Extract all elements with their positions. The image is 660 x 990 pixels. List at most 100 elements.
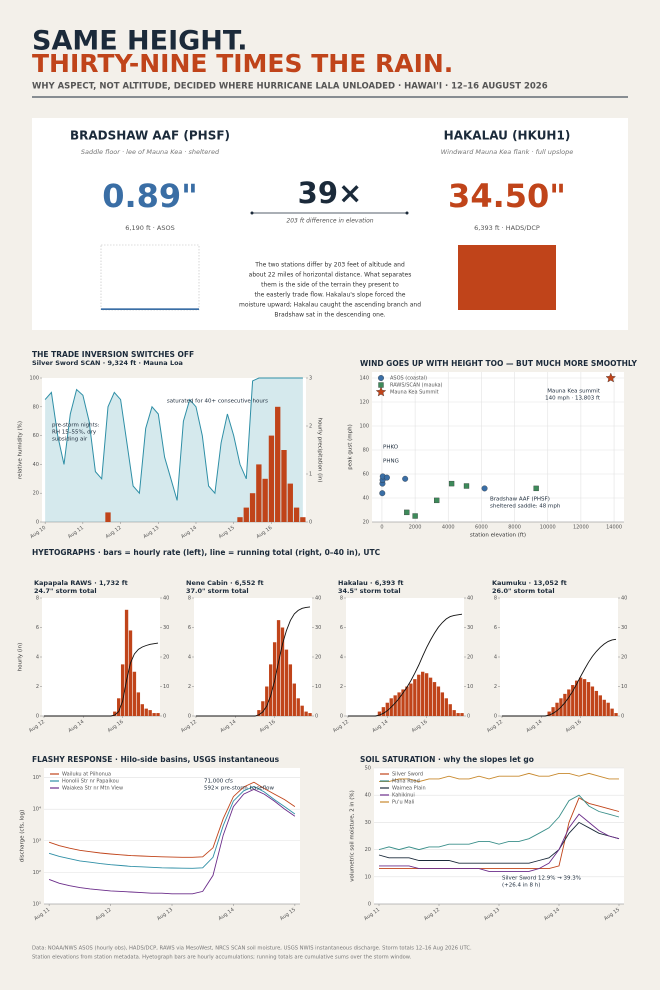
annotation: Bradshaw AAF (PHSF) <box>490 497 550 503</box>
x-tick-label: 4000 <box>442 525 455 531</box>
chart-subtitle: 24.7" storm total <box>34 587 97 595</box>
bar <box>578 677 583 716</box>
y-axis-label: volumetric soil moisture, 2 in (%) <box>350 790 356 881</box>
chart-subtitle: Silver Sword SCAN · 9,324 ft · Mauna Loa <box>32 359 183 367</box>
station-total: 34.50" <box>448 177 566 215</box>
paragraph-line: them is the side of the terrain they pre… <box>261 282 399 289</box>
plot-area <box>42 598 160 716</box>
legend-swatch <box>378 375 384 381</box>
ratio-note: 203 ft difference in elevation <box>286 218 373 225</box>
line <box>378 794 620 851</box>
bar <box>602 699 606 716</box>
bar <box>448 704 452 716</box>
annotation: pre-storm nights: <box>52 423 100 429</box>
y-tick-label: 2 <box>188 684 191 690</box>
point <box>412 513 418 519</box>
bar <box>563 693 567 716</box>
bar <box>296 698 300 716</box>
station-note: Saddle floor · lee of Mauna Kea · shelte… <box>81 148 220 156</box>
point <box>383 474 390 481</box>
x-tick-label: 10000 <box>540 525 556 531</box>
bar <box>440 692 445 716</box>
y-axis-label: discharge (cfs, log) <box>20 810 26 863</box>
paragraph-line: moisture upward; Hakalau caught the asce… <box>239 302 421 309</box>
bar <box>421 671 425 716</box>
bar <box>308 713 312 716</box>
y-tick-label: 8 <box>494 596 497 602</box>
bar <box>555 702 559 716</box>
paragraph-line: The two stations differ by 203 feet of a… <box>254 262 405 269</box>
bar <box>292 683 296 716</box>
bar <box>280 627 285 716</box>
bar <box>393 695 397 716</box>
y-tick-label: 10 <box>365 874 371 880</box>
y-tick-label: 8 <box>340 596 343 602</box>
bar <box>287 483 293 522</box>
annotation: (+26.4 in 8 h) <box>502 883 540 889</box>
y-tick-label: 0 <box>36 714 39 720</box>
point <box>434 497 440 504</box>
annotation: RH 15–55%, dry <box>52 430 97 436</box>
area <box>45 378 303 522</box>
plot-area <box>500 598 618 716</box>
legend-label: Wailuku at Piihonua <box>62 772 111 778</box>
bar <box>144 708 148 716</box>
y2-tick-label: 0 <box>309 520 312 526</box>
line <box>502 638 617 717</box>
y2-tick-label: 10 <box>467 684 473 690</box>
footnote: Station elevations from station metadata… <box>32 955 412 961</box>
bar <box>304 711 308 716</box>
x-tick-label: 8000 <box>508 525 521 531</box>
point <box>463 483 470 489</box>
bar <box>105 512 111 522</box>
station-total: 0.89" <box>102 177 198 215</box>
legend-label: Silver Sword <box>392 772 423 778</box>
bar <box>567 689 571 716</box>
point <box>605 372 616 383</box>
y-tick-label: 6 <box>494 625 497 631</box>
point <box>448 480 455 487</box>
y-tick-label: 6 <box>36 625 39 631</box>
bar <box>432 682 437 716</box>
y2-tick-label: 40 <box>315 596 321 602</box>
bar <box>268 435 275 522</box>
legend-label: Honolii Str nr Papaikou <box>62 779 119 785</box>
y2-tick-label: 0 <box>315 714 318 720</box>
annotation: 71,000 cfs <box>204 779 233 785</box>
y2-tick-label: 40 <box>621 596 627 602</box>
plot-area <box>42 378 306 522</box>
y2-tick-label: 3 <box>309 376 312 382</box>
y-tick-label: 0 <box>340 714 343 720</box>
legend-label: Kahikinui <box>392 793 415 799</box>
y-tick-label: 100 <box>29 376 39 382</box>
bar <box>456 713 460 716</box>
bar <box>257 710 261 716</box>
y-tick-label: 2 <box>36 684 39 690</box>
bar <box>276 620 281 716</box>
bar <box>256 464 262 522</box>
bar <box>547 711 551 716</box>
bar <box>409 683 413 716</box>
line <box>48 788 296 895</box>
y2-tick-label: 0 <box>621 714 624 720</box>
bar <box>381 707 386 716</box>
bar <box>237 517 243 522</box>
y-tick-label: 20 <box>365 847 371 853</box>
x-tick-label: 0 <box>380 525 383 531</box>
point <box>404 509 410 516</box>
point <box>481 485 488 492</box>
chart-title: SOIL SATURATION · why the slopes let go <box>360 755 534 764</box>
plot-area <box>346 598 464 716</box>
y2-tick-label: 20 <box>163 655 169 661</box>
y2-tick-label: 0 <box>467 714 470 720</box>
y2-tick-label: 20 <box>467 655 473 661</box>
bar <box>243 507 249 522</box>
scale-outline <box>100 244 200 311</box>
y2-tick-label: 10 <box>315 684 321 690</box>
y2-tick-label: 20 <box>621 655 627 661</box>
line <box>48 786 296 869</box>
bar <box>428 677 433 716</box>
bar <box>606 702 610 716</box>
plot-area <box>372 372 624 522</box>
bar <box>551 707 555 716</box>
